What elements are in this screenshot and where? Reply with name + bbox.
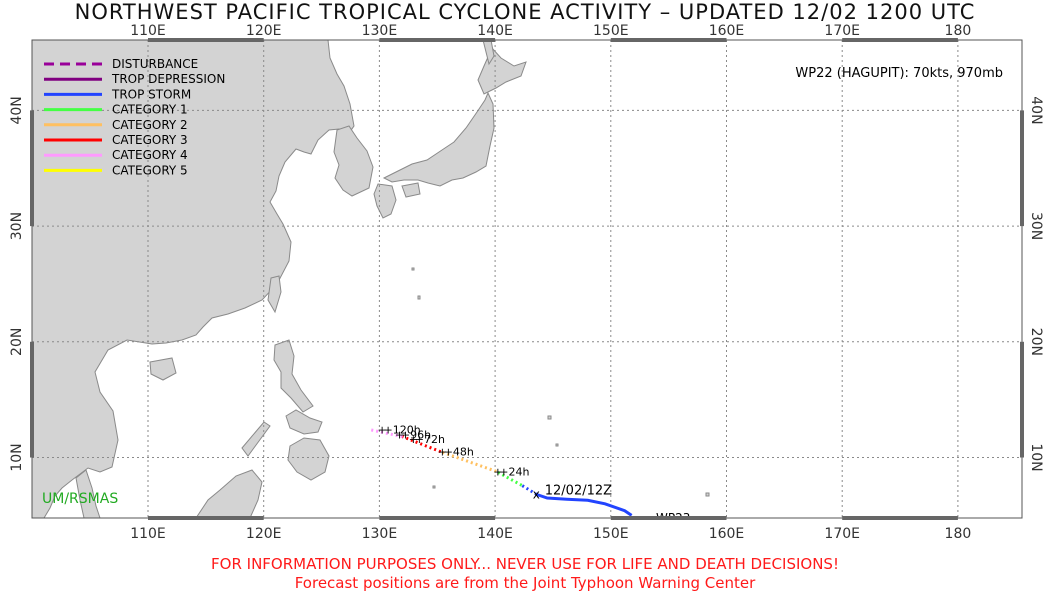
philippines-luzon — [273, 339, 314, 413]
storm-info: WP22 (HAGUPIT): 70kts, 970mb — [795, 66, 1003, 81]
forecast-label: +120h — [384, 424, 421, 437]
frame-band-right — [1020, 341, 1024, 458]
lon-label-bottom: 150E — [593, 526, 629, 542]
frame-band-bottom — [610, 516, 727, 520]
korea-peninsula — [333, 125, 374, 197]
frame-band-top — [379, 38, 496, 42]
frame-band-left — [30, 110, 34, 227]
taiwan-island — [267, 275, 282, 314]
disclaimer-line-2: Forecast positions are from the Joint Ty… — [294, 574, 756, 592]
legend-label: CATEGORY 1 — [112, 103, 188, 117]
legend-label: CATEGORY 2 — [112, 118, 188, 132]
lat-label-right: 20N — [1028, 328, 1044, 356]
japan-kyushu — [373, 183, 397, 219]
lon-label-bottom: 130E — [362, 526, 398, 542]
legend-label: CATEGORY 4 — [112, 148, 188, 162]
disclaimer-line-1: FOR INFORMATION PURPOSES ONLY... NEVER U… — [211, 555, 839, 573]
lon-label-bottom: 160E — [709, 526, 745, 542]
frame-band-bottom — [842, 516, 958, 520]
offmap-storm-label: WP23 — [656, 511, 690, 525]
lon-label-top: 120E — [246, 23, 282, 39]
philippines-mindanao — [287, 437, 330, 481]
lon-label-top: 150E — [593, 23, 629, 39]
lon-label-top: 110E — [130, 23, 166, 39]
forecast-marker: + — [493, 465, 502, 478]
current-position-label: 12/02/12Z — [545, 484, 612, 499]
legend-label: DISTURBANCE — [112, 57, 198, 71]
axis-labels: 110E 110E 120E 120E 130E 130E 140E 140E 150E 150E… — [9, 23, 1044, 542]
past-track-line — [536, 493, 633, 517]
lon-label-bottom: 180 — [945, 526, 972, 542]
frame-band-top — [842, 38, 958, 42]
frame-band-bottom — [148, 516, 264, 520]
frame-band-left — [30, 341, 34, 458]
lat-label-left: 30N — [9, 212, 25, 240]
japan-honshu — [382, 91, 495, 187]
landmasses — [32, 40, 710, 518]
borneo-island — [195, 469, 263, 518]
malay-peninsula — [75, 469, 101, 518]
forecast-label: +24h — [499, 465, 529, 478]
philippines-visayas — [285, 409, 323, 435]
lon-label-bottom: 170E — [824, 526, 860, 542]
credit-label: UM/RSMAS — [42, 491, 118, 507]
legend-label: CATEGORY 5 — [112, 163, 188, 177]
frame-band-top — [148, 38, 264, 42]
lon-label-bottom: 110E — [130, 526, 166, 542]
japan-shikoku — [401, 182, 421, 198]
map-frame — [30, 38, 1024, 520]
pacific-islets — [411, 267, 710, 497]
forecast-track-segment — [401, 435, 442, 454]
frame-band-right — [1020, 110, 1024, 227]
lon-label-top: 180 — [945, 23, 972, 39]
lat-label-left: 20N — [9, 328, 25, 356]
lon-label-top: 160E — [709, 23, 745, 39]
frame-band-top — [610, 38, 727, 42]
forecast-marker: + — [378, 424, 387, 437]
philippines-palawan — [241, 421, 271, 457]
lon-label-top: 140E — [477, 23, 513, 39]
sakhalin-island — [482, 40, 495, 66]
forecast-track-segment — [369, 428, 403, 439]
forecast-label: +72h — [415, 433, 445, 446]
lat-label-right: 40N — [1028, 96, 1044, 124]
legend-label: TROP DEPRESSION — [111, 72, 225, 86]
frame-band-bottom — [379, 516, 496, 520]
hainan-island — [149, 357, 177, 381]
forecast-label: +96h — [401, 428, 431, 441]
lat-label-left: 10N — [9, 443, 25, 471]
forecast-marker: + — [395, 428, 404, 441]
page-title: NORTHWEST PACIFIC TROPICAL CYCLONE ACTIV… — [74, 0, 976, 24]
lon-label-bottom: 120E — [246, 526, 282, 542]
current-position-marker: x — [533, 488, 540, 502]
forecast-marker: + — [438, 446, 447, 459]
lat-label-right: 10N — [1028, 443, 1044, 471]
lon-label-top: 130E — [362, 23, 398, 39]
forecast-label: +48h — [444, 446, 474, 459]
legend-label: CATEGORY 3 — [112, 133, 188, 147]
lat-label-left: 40N — [9, 96, 25, 124]
lon-label-top: 170E — [824, 23, 860, 39]
graticule — [32, 40, 1022, 518]
legend-label: TROP STORM — [111, 87, 191, 101]
forecast-marker: + — [409, 433, 418, 446]
lon-label-bottom: 140E — [477, 526, 513, 542]
lat-label-right: 30N — [1028, 212, 1044, 240]
